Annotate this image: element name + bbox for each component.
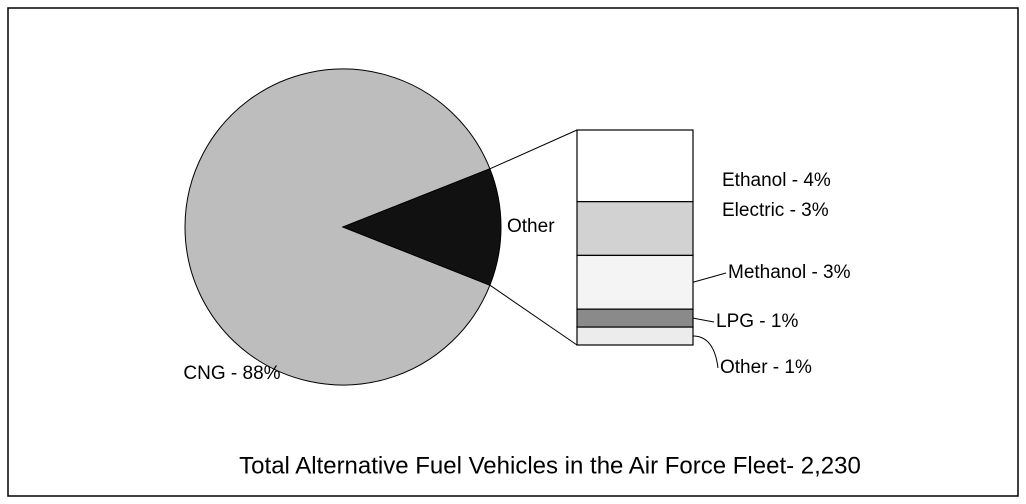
- pie-slice: [184, 68, 491, 386]
- bar-segment: [576, 308, 694, 328]
- leader-line: [692, 317, 715, 323]
- bar-segment: [576, 254, 694, 310]
- connector: [489, 284, 578, 346]
- chart-frame: [7, 7, 1019, 497]
- bar-label: Ethanol - 4%: [722, 170, 831, 191]
- bar-segment: [576, 201, 694, 257]
- connector: [489, 129, 578, 170]
- pie-label: CNG - 88%: [183, 363, 280, 384]
- bar-label: Electric - 3%: [722, 200, 829, 221]
- bar-segment: [576, 129, 694, 203]
- bar-label: Methanol - 3%: [728, 262, 851, 283]
- bar-segment: [576, 326, 694, 346]
- leader-line: [692, 335, 719, 369]
- leader-line: [692, 272, 727, 283]
- bar-label: LPG - 1%: [716, 311, 798, 332]
- other-label: Other: [507, 216, 555, 237]
- pie-slice: [341, 168, 502, 286]
- bar-label: Other - 1%: [720, 357, 812, 378]
- chart-title: Total Alternative Fuel Vehicles in the A…: [239, 452, 861, 479]
